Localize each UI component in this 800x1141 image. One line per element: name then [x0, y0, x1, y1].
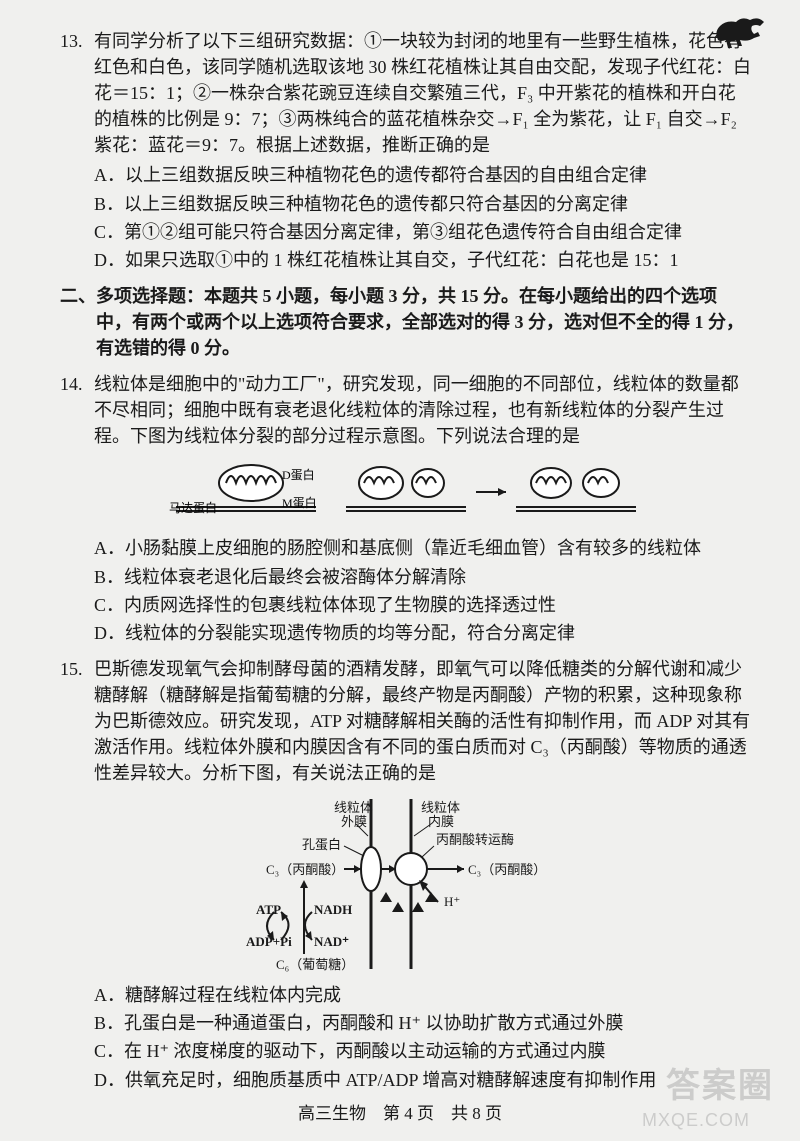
option-b: B．以上三组数据反映三种植物花色的遗传都只符合基因的分离定律 — [94, 191, 752, 217]
q-number: 13. — [60, 28, 94, 158]
label-motor-protein: 马达蛋白 — [169, 500, 217, 515]
option-a: A．以上三组数据反映三种植物花色的遗传都符合基因的自由组合定律 — [94, 162, 752, 188]
option-d: D．线粒体的分裂能实现遗传物质的均等分配，符合分离定律 — [94, 620, 752, 646]
label-m-protein: M蛋白 — [282, 495, 317, 510]
q-stem: 线粒体是细胞中的"动力工厂"，研究发现，同一细胞的不同部位，线粒体的数量都不尽相… — [94, 371, 752, 449]
label-pyruvate-transporter: 丙酮酸转运酶 — [436, 832, 514, 847]
question-13: 13. 有同学分析了以下三组研究数据：①一块较为封闭的地里有一些野生植株，花色有… — [60, 28, 752, 273]
label-c3-left: C₃（丙酮酸） — [266, 862, 344, 877]
label-atp: ATP — [256, 902, 281, 917]
label-d-protein: D蛋白 — [282, 467, 315, 482]
q-stem: 巴斯德发现氧气会抑制酵母菌的酒精发酵，即氧气可以降低糖类的分解代谢和减少糖酵解（… — [94, 656, 752, 786]
q-number: 15. — [60, 656, 94, 786]
watermark-url: MXQE.COM — [642, 1107, 750, 1133]
figure-mitochondria-division: 马达蛋白 D蛋白 M蛋白 — [60, 457, 752, 527]
label-outer-membrane: 线粒体外膜 — [334, 800, 373, 829]
q-stem: 有同学分析了以下三组研究数据：①一块较为封闭的地里有一些野生植株，花色有红色和白… — [94, 28, 752, 158]
label-c3-right: C₃（丙酮酸） — [468, 862, 546, 877]
option-c: C．在 H⁺ 浓度梯度的驱动下，丙酮酸以主动运输的方式通过内膜 — [94, 1038, 752, 1064]
label-inner-membrane: 线粒体内膜 — [421, 800, 460, 829]
watermark-text: 答案圈 — [666, 1062, 774, 1111]
q-number: 14. — [60, 371, 94, 449]
question-15: 15. 巴斯德发现氧气会抑制酵母菌的酒精发酵，即氧气可以降低糖类的分解代谢和减少… — [60, 656, 752, 1093]
option-d: D．如果只选取①中的 1 株红花植株让其自交，子代红花：白花也是 15：1 — [94, 247, 752, 273]
section-2-title: 二、多项选择题：本题共 5 小题，每小题 3 分，共 15 分。在每小题给出的四… — [60, 283, 752, 361]
label-pore-protein: 孔蛋白 — [302, 837, 341, 852]
option-b: B．线粒体衰老退化后最终会被溶酶体分解清除 — [94, 564, 752, 590]
page-body: 13. 有同学分析了以下三组研究数据：①一块较为封闭的地里有一些野生植株，花色有… — [0, 0, 800, 1113]
label-c6: C₆（葡萄糖） — [276, 957, 354, 972]
option-c: C．第①②组可能只符合基因分离定律，第③组花色遗传符合自由组合定律 — [94, 219, 752, 245]
option-c: C．内质网选择性的包裹线粒体体现了生物膜的选择透过性 — [94, 592, 752, 618]
logo-bull — [712, 12, 766, 57]
label-h-plus: H⁺ — [444, 894, 460, 909]
option-d: D．供氧充足时，细胞质基质中 ATP/ADP 增高对糖酵解速度有抑制作用 — [94, 1067, 752, 1093]
figure-pasteur-effect: 线粒体外膜 线粒体内膜 孔蛋白 丙酮酸转运酶 C₃（丙酮酸） — [60, 794, 752, 974]
option-a: A．糖酵解过程在线粒体内完成 — [94, 982, 752, 1008]
option-b: B．孔蛋白是一种通道蛋白，丙酮酸和 H⁺ 以协助扩散方式通过外膜 — [94, 1010, 752, 1036]
label-nad: NAD⁺ — [314, 934, 349, 949]
option-a: A．小肠黏膜上皮细胞的肠腔侧和基底侧（靠近毛细血管）含有较多的线粒体 — [94, 535, 752, 561]
label-nadh: NADH — [314, 902, 352, 917]
question-14: 14. 线粒体是细胞中的"动力工厂"，研究发现，同一细胞的不同部位，线粒体的数量… — [60, 371, 752, 646]
